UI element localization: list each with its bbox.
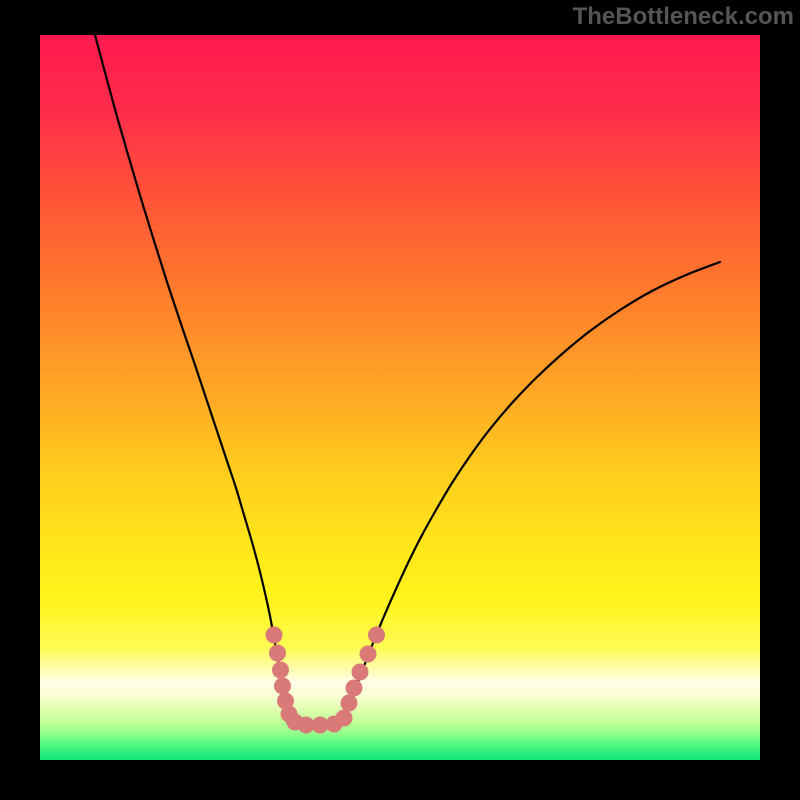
curve-marker xyxy=(266,627,283,644)
watermark-text: TheBottleneck.com xyxy=(573,3,794,31)
curve-marker xyxy=(352,664,369,681)
chart-frame: TheBottleneck.com xyxy=(0,0,800,800)
curve-marker xyxy=(346,680,363,697)
curve-marker xyxy=(274,678,291,695)
curve-marker xyxy=(368,627,385,644)
curve-marker xyxy=(341,695,358,712)
bottleneck-curve xyxy=(86,35,720,725)
curve-marker xyxy=(272,662,289,679)
bottleneck-curve-chart xyxy=(40,35,760,760)
curve-marker xyxy=(360,646,377,663)
curve-marker xyxy=(336,710,353,727)
marker-group-right xyxy=(336,627,386,727)
plot-area xyxy=(40,35,760,760)
curve-marker xyxy=(269,645,286,662)
marker-group-left xyxy=(266,627,343,734)
